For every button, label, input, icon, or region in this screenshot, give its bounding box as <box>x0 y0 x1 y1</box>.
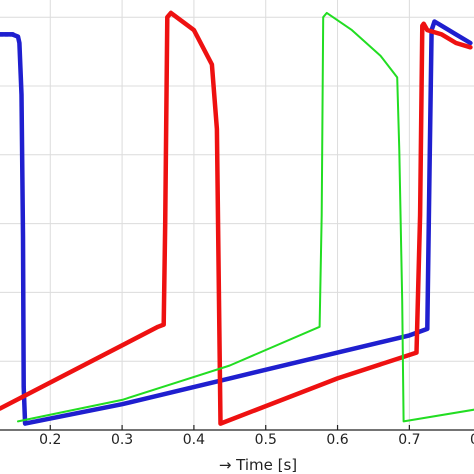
plot-frame <box>0 425 474 431</box>
gridlines <box>0 0 474 430</box>
series-lines <box>0 10 474 426</box>
x-tick-label: 0.4 <box>183 432 205 448</box>
x-tick-label: 0.7 <box>398 432 420 448</box>
x-tick-label: 0.5 <box>255 432 277 448</box>
x-tick-label: 0.6 <box>326 432 348 448</box>
series-line-2 <box>0 10 473 426</box>
series-line-3 <box>17 11 474 423</box>
x-tick-label: 0.3 <box>111 432 133 448</box>
x-tick-label: 0.2 <box>39 432 61 448</box>
x-axis-label: → Time [s] <box>219 456 297 474</box>
x-tick-labels: 0.2 0.3 0.4 0.5 0.6 0.7 0.8 <box>39 432 474 448</box>
x-tick-label: 0.8 <box>470 432 474 448</box>
series-line-1 <box>0 19 473 426</box>
